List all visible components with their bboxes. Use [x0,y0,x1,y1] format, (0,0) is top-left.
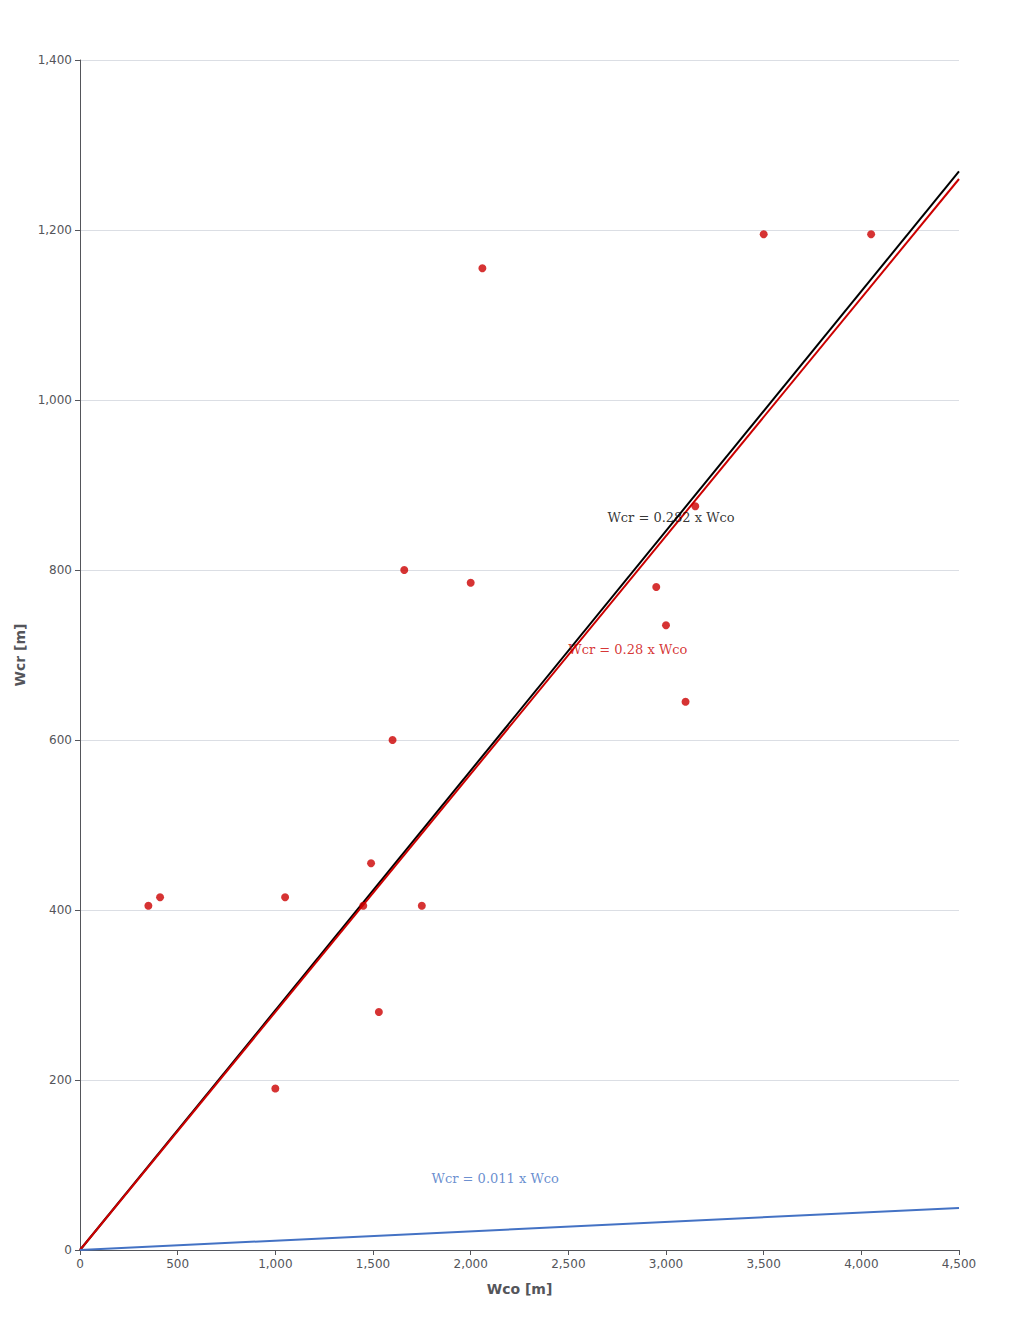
svg-text:1,500: 1,500 [356,1257,390,1271]
svg-text:Wcr [m]: Wcr [m] [12,624,28,687]
svg-text:4,000: 4,000 [844,1257,878,1271]
svg-text:3,500: 3,500 [746,1257,780,1271]
svg-text:1,400: 1,400 [38,53,72,67]
svg-text:0: 0 [64,1243,72,1257]
svg-text:4,500: 4,500 [942,1257,976,1271]
svg-text:2,000: 2,000 [453,1257,487,1271]
svg-text:1,000: 1,000 [38,393,72,407]
svg-text:Wcr = 0.011 x Wco: Wcr = 0.011 x Wco [432,1171,559,1186]
svg-text:2,500: 2,500 [551,1257,585,1271]
svg-text:500: 500 [166,1257,189,1271]
svg-text:600: 600 [49,733,72,747]
svg-text:Wco [m]: Wco [m] [487,1281,553,1297]
svg-text:200: 200 [49,1073,72,1087]
svg-text:400: 400 [49,903,72,917]
svg-text:1,000: 1,000 [258,1257,292,1271]
svg-text:0: 0 [76,1257,84,1271]
svg-text:1,200: 1,200 [38,223,72,237]
svg-text:Wcr = 0.282 x Wco: Wcr = 0.282 x Wco [607,510,734,525]
svg-text:Wcr = 0.28 x Wco: Wcr = 0.28 x Wco [568,642,687,657]
svg-text:3,000: 3,000 [649,1257,683,1271]
svg-text:800: 800 [49,563,72,577]
